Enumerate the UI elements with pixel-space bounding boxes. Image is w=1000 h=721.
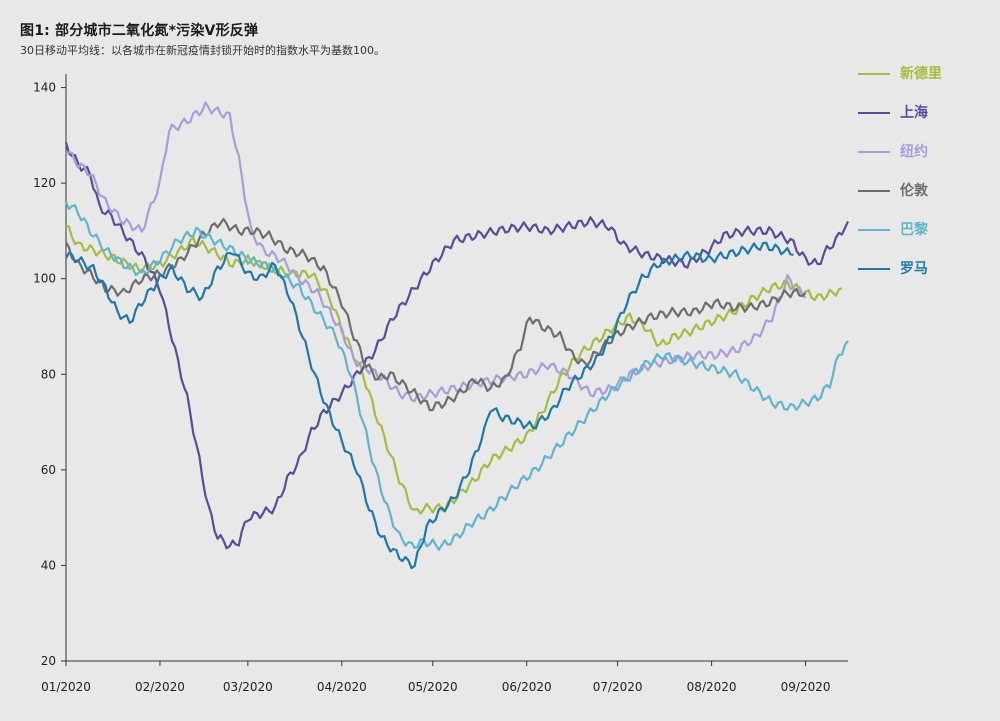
legend-label: 上海 — [900, 105, 928, 121]
legend-label: 纽约 — [900, 144, 928, 160]
y-tick-label: 20 — [41, 654, 56, 668]
series-lines — [64, 101, 850, 570]
y-tick-label: 60 — [41, 463, 56, 477]
x-tick-label: 02/2020 — [135, 680, 185, 694]
legend-label: 巴黎 — [900, 222, 928, 238]
y-tick-label: 40 — [41, 558, 56, 572]
x-tick-label: 01/2020 — [41, 680, 91, 694]
legend-swatch — [858, 151, 890, 153]
x-tick-label: 05/2020 — [408, 680, 458, 694]
y-tick-label: 100 — [33, 272, 56, 286]
legend-swatch — [858, 112, 890, 114]
y-tick-label: 140 — [33, 81, 56, 95]
x-tick-label: 04/2020 — [317, 680, 367, 694]
x-tick-label: 08/2020 — [687, 680, 737, 694]
legend-swatch — [858, 229, 890, 231]
x-tick-label: 07/2020 — [593, 680, 643, 694]
x-tick-label: 06/2020 — [502, 680, 552, 694]
legend-label: 新德里 — [900, 66, 942, 82]
legend-label: 伦敦 — [900, 183, 928, 199]
title-block: 图1: 部分城市二氧化氮*污染V形反弹 30日移动平均线：以各城市在新冠疫情封锁… — [20, 20, 385, 58]
y-tick-label: 80 — [41, 367, 56, 381]
legend-swatch — [858, 268, 890, 270]
series-line-4 — [64, 201, 849, 551]
series-line-5 — [65, 241, 794, 570]
x-tick-label: 03/2020 — [223, 680, 273, 694]
chart-subtitle: 30日移动平均线：以各城市在新冠疫情封锁开始时的指数水平为基数100。 — [20, 44, 385, 57]
series-line-1 — [64, 142, 850, 550]
legend-swatch — [858, 73, 890, 75]
x-tick-label: 09/2020 — [781, 680, 831, 694]
legend-label: 罗马 — [900, 261, 928, 277]
chart-title: 图1: 部分城市二氧化氮*污染V形反弹 — [20, 23, 259, 39]
y-tick-label: 120 — [33, 176, 56, 190]
series-line-0 — [65, 224, 843, 515]
axes: 20 40 60 80 100 120 140 01/2020 02/2020 03/2020 04… — [33, 74, 848, 694]
series-line-3 — [65, 217, 807, 412]
legend-swatch — [858, 190, 890, 192]
